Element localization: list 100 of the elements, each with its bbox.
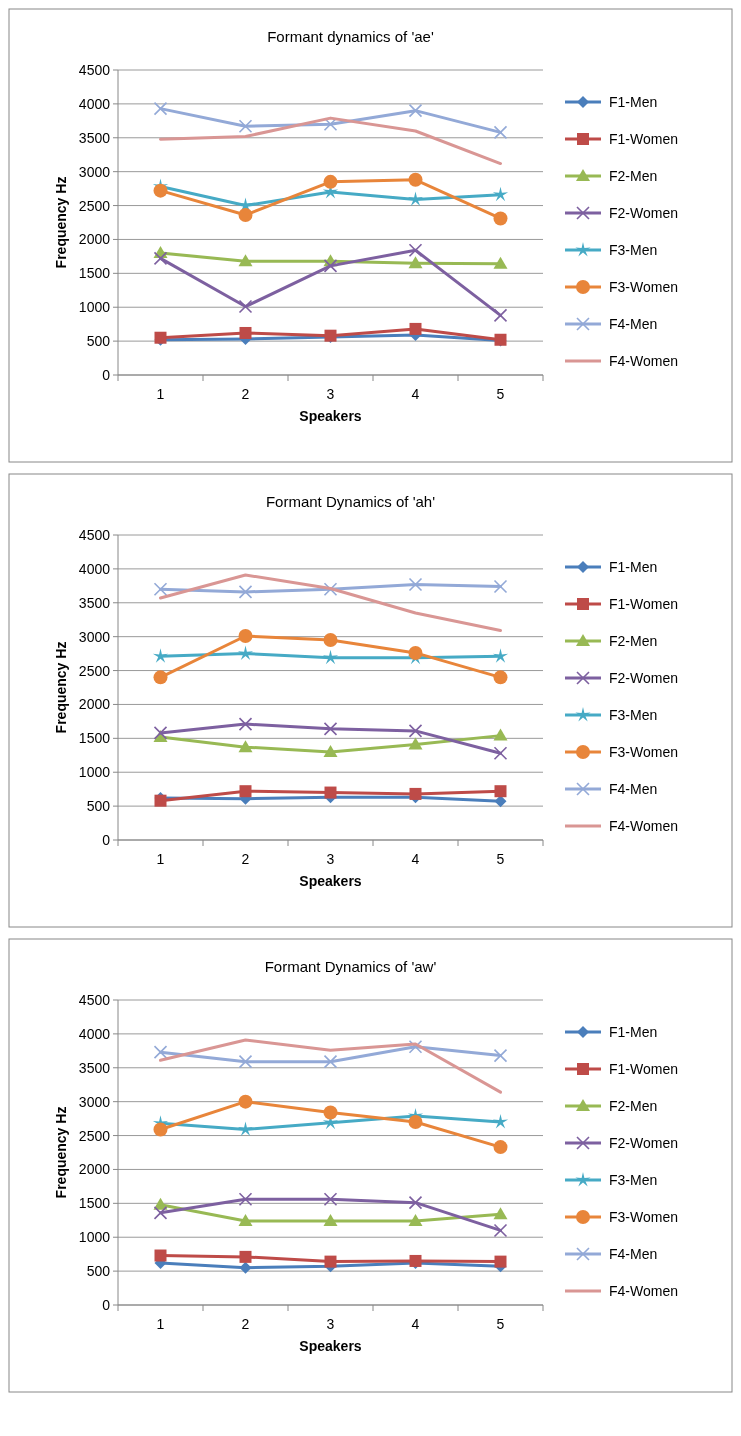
- point: [323, 582, 338, 597]
- legend-label: F1-Women: [609, 1061, 678, 1077]
- x-tick-label: 5: [496, 1316, 505, 1332]
- point: [408, 172, 423, 187]
- point: [237, 1121, 254, 1136]
- y-tick-label: 4500: [78, 992, 111, 1008]
- legend-label: F3-Women: [609, 1209, 678, 1225]
- legend-label: F4-Women: [609, 1283, 678, 1299]
- chart-title: Formant Dynamics of 'aw': [264, 958, 437, 975]
- y-tick-label: 4000: [78, 560, 111, 577]
- legend-label: F4-Women: [609, 353, 678, 369]
- y-tick-label: 3000: [78, 163, 111, 180]
- x-tick-label: 4: [411, 1316, 420, 1332]
- point: [238, 1192, 253, 1207]
- point: [239, 326, 252, 339]
- point: [153, 251, 168, 266]
- y-axis-title: Frequency Hz: [53, 641, 69, 734]
- point: [237, 645, 254, 661]
- y-tick-label: 1500: [78, 730, 111, 747]
- point: [323, 744, 338, 757]
- point: [408, 645, 423, 660]
- point: [408, 1115, 423, 1129]
- y-tick-label: 500: [86, 333, 111, 350]
- legend-label: F3-Men: [609, 1172, 658, 1188]
- legend-label: F2-Men: [609, 633, 658, 649]
- y-tick-label: 4500: [78, 62, 111, 78]
- point: [408, 1213, 423, 1226]
- legend-label: F2-Men: [609, 1098, 658, 1114]
- y-tick-label: 2000: [78, 696, 111, 713]
- point: [409, 322, 422, 335]
- y-tick-label: 1000: [78, 1229, 111, 1246]
- x-axis-title: Speakers: [299, 408, 362, 424]
- point: [493, 670, 508, 685]
- x-tick-label: 2: [241, 1316, 250, 1332]
- point: [238, 119, 253, 134]
- point: [493, 1048, 508, 1063]
- point: [238, 208, 253, 223]
- legend-label: F4-Men: [609, 1246, 658, 1262]
- legend-label: F1-Women: [609, 131, 678, 147]
- point: [238, 628, 253, 643]
- point: [408, 577, 423, 592]
- point: [238, 254, 253, 267]
- y-axis-title: Frequency Hz: [53, 1106, 69, 1199]
- y-tick-label: 3500: [78, 1059, 111, 1076]
- point: [153, 670, 168, 685]
- y-tick-label: 4000: [78, 1025, 111, 1042]
- point: [153, 1045, 168, 1059]
- point: [323, 722, 338, 736]
- point: [408, 243, 423, 258]
- y-tick-label: 0: [102, 832, 111, 848]
- point: [238, 585, 253, 599]
- point: [322, 649, 339, 665]
- x-tick-label: 5: [496, 386, 505, 402]
- line-series: [159, 573, 502, 633]
- legend-label: F4-Men: [609, 781, 658, 797]
- x-tick-label: 1: [156, 386, 165, 402]
- point: [492, 648, 509, 663]
- point: [238, 1054, 253, 1069]
- legend-label: F1-Men: [609, 94, 658, 110]
- y-tick-label: 2500: [78, 197, 111, 214]
- y-tick-label: 3500: [78, 594, 111, 611]
- x-tick-label: 2: [241, 851, 250, 867]
- point: [323, 1192, 338, 1207]
- point: [493, 125, 508, 140]
- point: [408, 724, 423, 738]
- legend-label: F2-Women: [609, 205, 678, 221]
- point: [493, 211, 508, 226]
- legend-label: F3-Men: [609, 707, 658, 723]
- x-tick-label: 1: [156, 1316, 165, 1332]
- point: [408, 1195, 423, 1210]
- y-tick-label: 1500: [78, 1195, 111, 1212]
- x-tick-label: 3: [326, 386, 335, 402]
- legend-label: F2-Women: [609, 1135, 678, 1151]
- x-tick-label: 4: [411, 851, 420, 867]
- point: [154, 1249, 167, 1262]
- point: [239, 1250, 252, 1263]
- point: [492, 1114, 509, 1129]
- point: [238, 1213, 253, 1226]
- point: [408, 256, 423, 269]
- point: [152, 648, 169, 663]
- point: [153, 1206, 168, 1220]
- legend-label: F3-Women: [609, 279, 678, 295]
- y-tick-label: 1000: [78, 299, 111, 316]
- point: [323, 633, 338, 648]
- y-tick-label: 0: [102, 367, 111, 383]
- y-tick-label: 1000: [78, 764, 111, 781]
- point: [409, 787, 422, 800]
- x-axis-title: Speakers: [299, 873, 362, 889]
- point: [493, 256, 508, 269]
- chart-title: Formant dynamics of 'ae': [267, 28, 434, 45]
- y-tick-label: 2500: [78, 662, 111, 679]
- y-tick-label: 500: [86, 1263, 111, 1280]
- point: [153, 1122, 168, 1137]
- legend-label: F1-Men: [609, 559, 658, 575]
- x-tick-label: 4: [411, 386, 420, 402]
- y-tick-label: 0: [102, 1297, 111, 1313]
- point: [493, 308, 508, 323]
- y-tick-label: 2500: [78, 1127, 111, 1144]
- y-tick-label: 2000: [78, 231, 111, 248]
- point: [239, 785, 252, 798]
